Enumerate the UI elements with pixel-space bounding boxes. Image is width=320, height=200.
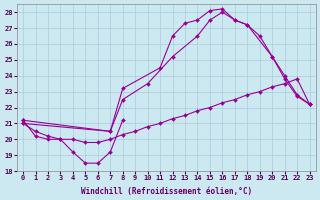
X-axis label: Windchill (Refroidissement éolien,°C): Windchill (Refroidissement éolien,°C) xyxy=(81,187,252,196)
